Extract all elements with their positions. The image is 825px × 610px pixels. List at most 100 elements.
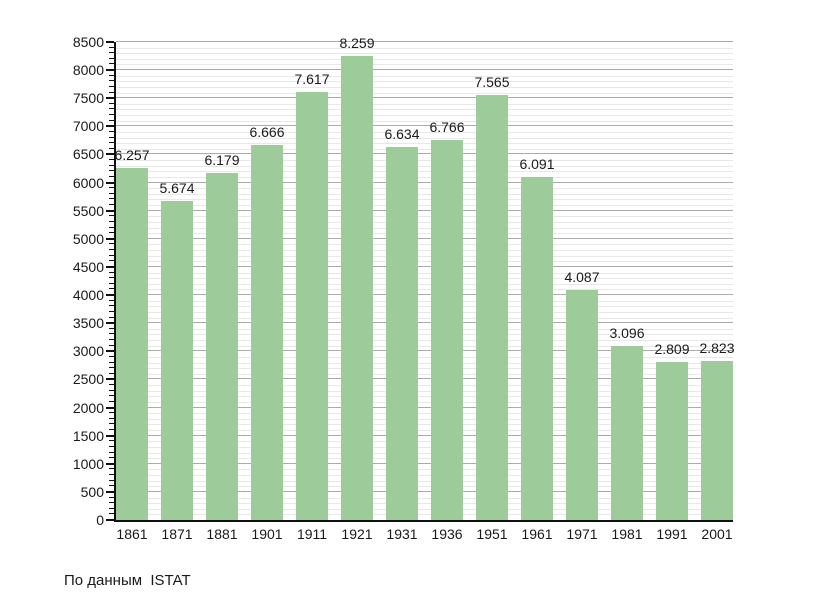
y-axis-minor-tick bbox=[109, 192, 114, 194]
y-axis-major-tick bbox=[106, 181, 114, 184]
gridline-minor bbox=[116, 452, 733, 454]
y-axis-major-tick bbox=[106, 350, 114, 353]
gridline-minor bbox=[116, 441, 733, 443]
y-axis-minor-tick bbox=[109, 395, 114, 397]
gridline-minor bbox=[116, 143, 733, 145]
y-axis-minor-tick bbox=[109, 400, 114, 402]
gridline-minor bbox=[116, 401, 733, 403]
bar-1871 bbox=[161, 200, 193, 520]
x-axis-tick-label: 1961 bbox=[521, 526, 553, 542]
x-axis-tick-label: 1991 bbox=[656, 526, 688, 542]
gridline-major bbox=[116, 434, 733, 436]
gridline-minor bbox=[116, 255, 733, 257]
y-axis-minor-tick bbox=[109, 513, 114, 515]
y-axis-major-tick bbox=[106, 434, 114, 437]
y-axis-minor-tick bbox=[109, 384, 114, 386]
gridline-minor bbox=[116, 115, 733, 117]
y-axis-major-tick bbox=[106, 41, 114, 43]
y-axis-minor-tick bbox=[109, 372, 114, 374]
y-axis-tick-label: 3500 bbox=[72, 315, 104, 332]
gridline-minor bbox=[116, 278, 733, 280]
y-axis-minor-tick bbox=[109, 389, 114, 391]
gridline-major bbox=[116, 490, 733, 492]
gridline-minor bbox=[116, 64, 733, 66]
bar-value-label: 6.634 bbox=[384, 125, 420, 142]
gridline-minor bbox=[116, 221, 733, 223]
gridline-minor bbox=[116, 480, 733, 482]
y-axis-minor-tick bbox=[109, 507, 114, 509]
gridline-minor bbox=[116, 86, 733, 88]
gridline-minor bbox=[116, 233, 733, 235]
bar-1971 bbox=[566, 290, 598, 520]
y-axis-minor-tick bbox=[109, 170, 114, 172]
y-axis-tick-label: 8500 bbox=[72, 34, 104, 50]
gridline-minor bbox=[116, 424, 733, 426]
y-axis-major-tick bbox=[106, 462, 114, 465]
y-axis-tick-label: 4000 bbox=[72, 287, 104, 304]
y-axis-minor-tick bbox=[109, 327, 114, 329]
y-axis-minor-tick bbox=[109, 119, 114, 121]
bar-1911 bbox=[296, 91, 328, 520]
y-axis-minor-tick bbox=[109, 310, 114, 312]
y-axis-minor-tick bbox=[109, 496, 114, 498]
y-axis-major-tick bbox=[106, 125, 114, 128]
y-axis-minor-tick bbox=[109, 355, 114, 357]
gridline-minor bbox=[116, 244, 733, 246]
gridline-minor bbox=[116, 109, 733, 111]
y-axis-minor-tick bbox=[109, 316, 114, 318]
gridline-minor bbox=[116, 340, 733, 342]
gridline-minor bbox=[116, 205, 733, 207]
y-axis-minor-tick bbox=[109, 254, 114, 256]
gridline-minor bbox=[116, 216, 733, 218]
y-axis-minor-tick bbox=[109, 344, 114, 346]
bar-value-label: 5.674 bbox=[159, 179, 195, 196]
gridline-minor bbox=[116, 103, 733, 105]
gridline-major bbox=[116, 462, 733, 464]
y-axis-major-tick bbox=[106, 322, 114, 325]
y-axis-minor-tick bbox=[109, 282, 114, 284]
gridline-major bbox=[116, 237, 733, 239]
x-axis-tick-label: 1951 bbox=[476, 526, 508, 542]
y-axis-minor-tick bbox=[109, 164, 114, 166]
bar-value-label: 6.179 bbox=[204, 151, 240, 168]
gridline-major bbox=[116, 69, 733, 71]
x-axis-tick-label: 1861 bbox=[116, 526, 148, 542]
source-note: По данным ISTAT bbox=[64, 572, 191, 589]
bar-1991 bbox=[656, 362, 688, 520]
bar-1931 bbox=[386, 146, 418, 520]
y-axis-minor-tick bbox=[109, 243, 114, 245]
gridline-minor bbox=[116, 75, 733, 77]
y-axis-minor-tick bbox=[109, 57, 114, 59]
gridline-minor bbox=[116, 334, 733, 336]
gridline-minor bbox=[116, 188, 733, 190]
gridline-minor bbox=[116, 272, 733, 274]
y-axis-major-tick bbox=[106, 97, 114, 100]
gridline-minor bbox=[116, 58, 733, 60]
gridline-minor bbox=[116, 503, 733, 505]
y-axis-minor-tick bbox=[109, 333, 114, 335]
bar-1861 bbox=[116, 168, 148, 520]
gridline-major bbox=[116, 97, 733, 99]
gridline-minor bbox=[116, 250, 733, 252]
gridline-minor bbox=[116, 165, 733, 167]
gridline-minor bbox=[116, 430, 733, 432]
y-axis-major-tick bbox=[106, 69, 114, 72]
y-axis-minor-tick bbox=[109, 367, 114, 369]
x-axis-tick-label: 1981 bbox=[611, 526, 643, 542]
bar-2001 bbox=[701, 361, 733, 520]
gridline-minor bbox=[116, 300, 733, 302]
y-axis-minor-tick bbox=[109, 114, 114, 116]
y-axis-minor-tick bbox=[109, 142, 114, 144]
gridline-minor bbox=[116, 171, 733, 173]
bar-value-label: 6.666 bbox=[249, 124, 285, 141]
x-axis-tick-label: 1901 bbox=[251, 526, 283, 542]
y-axis-minor-tick bbox=[109, 204, 114, 206]
gridline-minor bbox=[116, 289, 733, 291]
gridline-minor bbox=[116, 227, 733, 229]
y-axis-minor-tick bbox=[109, 361, 114, 363]
bar-value-label: 6.091 bbox=[519, 156, 555, 173]
bar-value-label: 2.823 bbox=[699, 340, 735, 357]
y-axis-tick-label: 6500 bbox=[72, 146, 104, 163]
y-axis-minor-tick bbox=[109, 187, 114, 189]
y-axis-minor-tick bbox=[109, 215, 114, 217]
